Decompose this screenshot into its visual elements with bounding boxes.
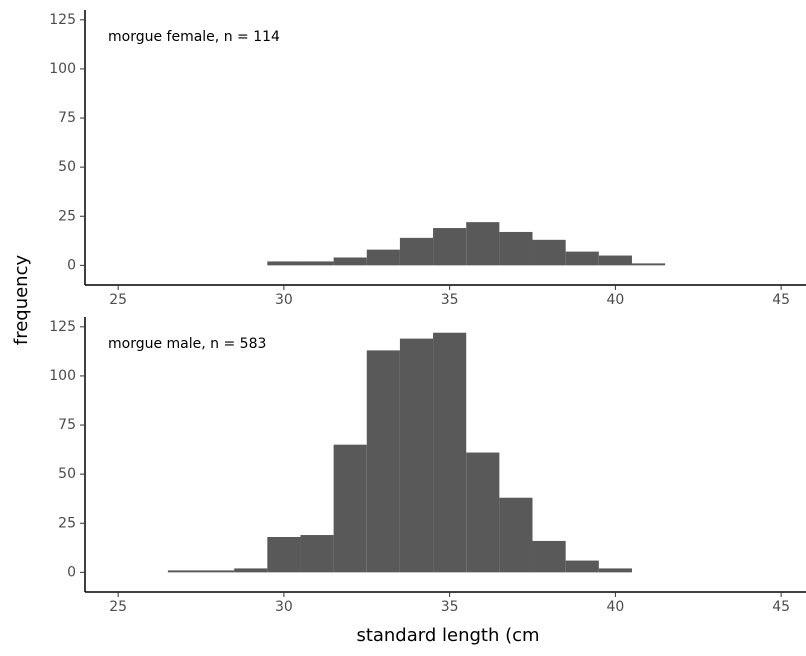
bar [333,257,367,266]
x-tick-label: 45 [772,599,790,615]
x-tick-label: 30 [275,599,293,615]
bar [267,261,301,266]
y-tick-label: 125 [49,12,76,28]
bar [366,249,400,266]
y-tick-label: 25 [58,208,76,224]
y-axis-label: frequency [11,255,32,346]
x-tick-label: 35 [441,599,459,615]
y-tick-label: 50 [58,159,76,175]
x-tick-label: 40 [606,599,624,615]
y-tick-label: 75 [58,110,76,126]
y-tick-label: 50 [58,466,76,482]
bar [598,568,632,573]
bar [532,239,566,266]
bar [565,251,599,266]
y-tick-label: 25 [58,515,76,531]
x-tick-label: 25 [109,599,127,615]
bar [433,332,467,573]
y-tick-label: 100 [49,61,76,77]
bar [466,222,500,266]
x-axis-label: standard length (cm [356,625,539,646]
bar [366,350,400,573]
bar [167,570,202,573]
bar [499,497,533,573]
y-tick-label: 125 [49,319,76,335]
x-tick-label: 40 [606,292,624,308]
bar [267,537,301,573]
bar [234,568,268,573]
bar [433,228,467,266]
bar [333,444,367,573]
y-tick-label: 75 [58,417,76,433]
bar [532,540,566,573]
x-tick-label: 25 [109,292,127,308]
annotation: morgue female, n = 114 [108,29,280,45]
bar [300,535,334,573]
bar [399,237,434,266]
bar [499,231,533,266]
x-tick-label: 45 [772,292,790,308]
x-tick-label: 30 [275,292,293,308]
bar [565,560,599,573]
bar [201,570,235,573]
y-tick-label: 0 [67,257,76,273]
y-tick-label: 0 [67,564,76,580]
bar [598,255,632,266]
bar [631,263,666,266]
bar [300,261,334,266]
bar [399,338,434,573]
y-tick-label: 100 [49,368,76,384]
bar [466,452,500,573]
annotation: morgue male, n = 583 [108,336,266,352]
x-tick-label: 35 [441,292,459,308]
